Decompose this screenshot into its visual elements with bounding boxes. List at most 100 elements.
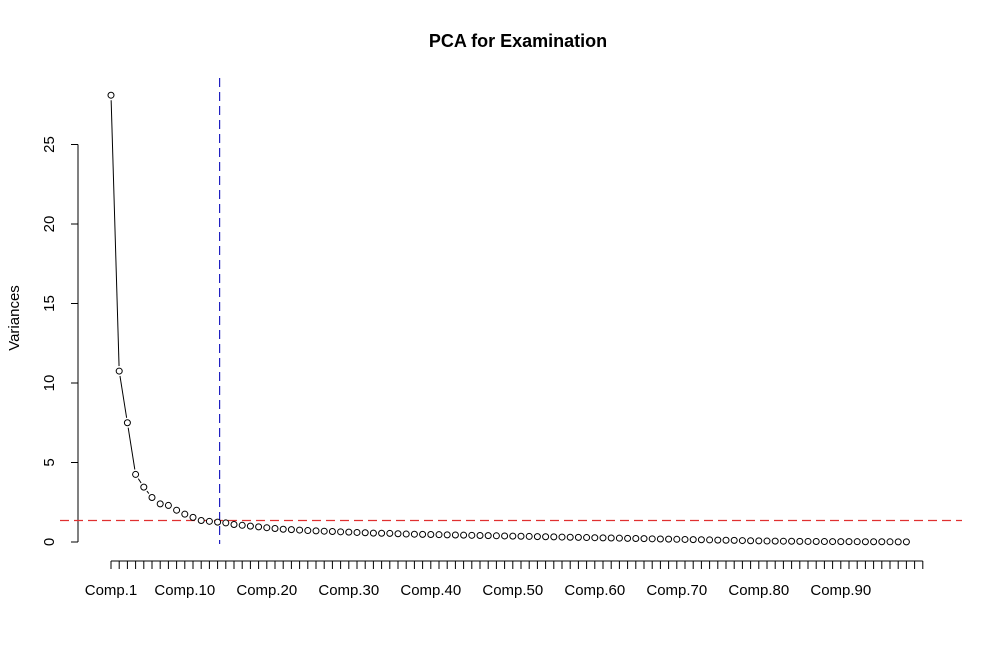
data-point-comp-71 bbox=[681, 535, 689, 543]
data-point-comp-46 bbox=[476, 531, 484, 539]
chart-title: PCA for Examination bbox=[429, 31, 607, 51]
data-point-comp-86 bbox=[804, 537, 812, 545]
data-point-comp-75 bbox=[714, 536, 722, 544]
x-tick-label-30: Comp.30 bbox=[318, 582, 379, 599]
data-point-comp-48 bbox=[492, 532, 500, 540]
data-point-comp-80 bbox=[755, 537, 763, 545]
data-point-comp-68 bbox=[656, 535, 664, 543]
data-point-comp-44 bbox=[460, 531, 468, 539]
y-tick-label-10: 10 bbox=[41, 375, 58, 392]
data-point-comp-97 bbox=[894, 538, 902, 546]
data-point-comp-31 bbox=[353, 528, 361, 536]
y-axis-label: Variances bbox=[6, 285, 23, 351]
data-point-comp-73 bbox=[697, 536, 705, 544]
x-tick-label-70: Comp.70 bbox=[646, 582, 707, 599]
data-point-comp-19 bbox=[255, 523, 263, 531]
data-point-comp-76 bbox=[722, 536, 730, 544]
data-point-comp-22 bbox=[279, 525, 287, 533]
data-point-comp-81 bbox=[763, 537, 771, 545]
x-tick-label-40: Comp.40 bbox=[400, 582, 461, 599]
x-tick-label-80: Comp.80 bbox=[728, 582, 789, 599]
data-point-comp-24 bbox=[296, 526, 304, 534]
data-point-comp-8 bbox=[164, 501, 172, 509]
data-point-comp-23 bbox=[287, 526, 295, 534]
data-point-comp-79 bbox=[747, 537, 755, 545]
data-point-comp-69 bbox=[665, 535, 673, 543]
data-point-comp-98 bbox=[902, 538, 910, 546]
y-tick-label-0: 0 bbox=[41, 538, 58, 546]
data-point-comp-15 bbox=[222, 519, 230, 527]
data-point-comp-85 bbox=[796, 537, 804, 545]
data-point-comp-30 bbox=[345, 528, 353, 536]
data-point-comp-52 bbox=[525, 532, 533, 540]
data-point-comp-9 bbox=[173, 506, 181, 514]
data-point-comp-18 bbox=[246, 522, 254, 530]
data-point-comp-78 bbox=[738, 537, 746, 545]
y-tick-label-5: 5 bbox=[41, 458, 58, 466]
data-point-comp-35 bbox=[386, 529, 394, 537]
data-point-comp-17 bbox=[238, 521, 246, 529]
data-point-comp-47 bbox=[484, 532, 492, 540]
data-point-comp-64 bbox=[624, 534, 632, 542]
data-point-comp-70 bbox=[673, 535, 681, 543]
series-segment-1 bbox=[110, 100, 120, 367]
data-point-comp-28 bbox=[328, 528, 336, 536]
data-point-comp-95 bbox=[878, 538, 886, 546]
data-point-comp-32 bbox=[361, 529, 369, 537]
x-tick-label-60: Comp.60 bbox=[564, 582, 625, 599]
y-tick-label-20: 20 bbox=[41, 216, 58, 233]
data-point-comp-16 bbox=[230, 521, 238, 529]
data-point-comp-94 bbox=[870, 538, 878, 546]
data-point-comp-38 bbox=[410, 530, 418, 538]
x-tick-label-50: Comp.50 bbox=[482, 582, 543, 599]
data-point-comp-40 bbox=[427, 531, 435, 539]
data-point-comp-27 bbox=[320, 527, 328, 535]
data-point-comp-59 bbox=[583, 534, 591, 542]
data-point-comp-1 bbox=[107, 91, 115, 99]
data-point-comp-83 bbox=[779, 537, 787, 545]
x-tick-label-20: Comp.20 bbox=[236, 582, 297, 599]
data-point-comp-84 bbox=[788, 537, 796, 545]
data-point-comp-4 bbox=[132, 470, 140, 478]
x-tick-label-10: Comp.10 bbox=[154, 582, 215, 599]
data-point-comp-33 bbox=[369, 529, 377, 537]
data-point-comp-53 bbox=[533, 533, 541, 541]
data-point-comp-12 bbox=[197, 517, 205, 525]
data-point-comp-91 bbox=[845, 538, 853, 546]
data-point-comp-87 bbox=[812, 538, 820, 546]
series-segment-3 bbox=[127, 427, 136, 470]
data-point-comp-93 bbox=[861, 538, 869, 546]
data-point-comp-14 bbox=[214, 518, 222, 526]
series-segment-5 bbox=[146, 490, 150, 494]
data-point-comp-42 bbox=[443, 531, 451, 539]
data-point-comp-7 bbox=[156, 500, 164, 508]
data-point-comp-13 bbox=[205, 517, 213, 525]
data-point-comp-96 bbox=[886, 538, 894, 546]
data-point-comp-39 bbox=[419, 530, 427, 538]
data-point-comp-82 bbox=[771, 537, 779, 545]
data-point-comp-62 bbox=[607, 534, 615, 542]
x-tick-label-1: Comp.1 bbox=[85, 582, 138, 599]
data-point-comp-36 bbox=[394, 530, 402, 538]
data-point-comp-57 bbox=[566, 533, 574, 541]
data-point-comp-25 bbox=[304, 527, 312, 535]
data-point-comp-49 bbox=[501, 532, 509, 540]
data-point-comp-74 bbox=[706, 536, 714, 544]
data-point-comp-50 bbox=[509, 532, 517, 540]
data-point-comp-10 bbox=[181, 510, 189, 518]
data-point-comp-92 bbox=[853, 538, 861, 546]
data-point-comp-6 bbox=[148, 493, 156, 501]
data-point-comp-89 bbox=[829, 538, 837, 546]
data-point-comp-5 bbox=[140, 483, 148, 491]
data-point-comp-45 bbox=[468, 531, 476, 539]
data-point-comp-66 bbox=[640, 535, 648, 543]
data-point-comp-26 bbox=[312, 527, 320, 535]
data-point-comp-72 bbox=[689, 536, 697, 544]
data-point-comp-37 bbox=[402, 530, 410, 538]
data-point-comp-2 bbox=[115, 367, 123, 375]
data-point-comp-77 bbox=[730, 536, 738, 544]
data-point-comp-21 bbox=[271, 524, 279, 532]
y-tick-label-15: 15 bbox=[41, 295, 58, 312]
data-point-comp-67 bbox=[648, 535, 656, 543]
